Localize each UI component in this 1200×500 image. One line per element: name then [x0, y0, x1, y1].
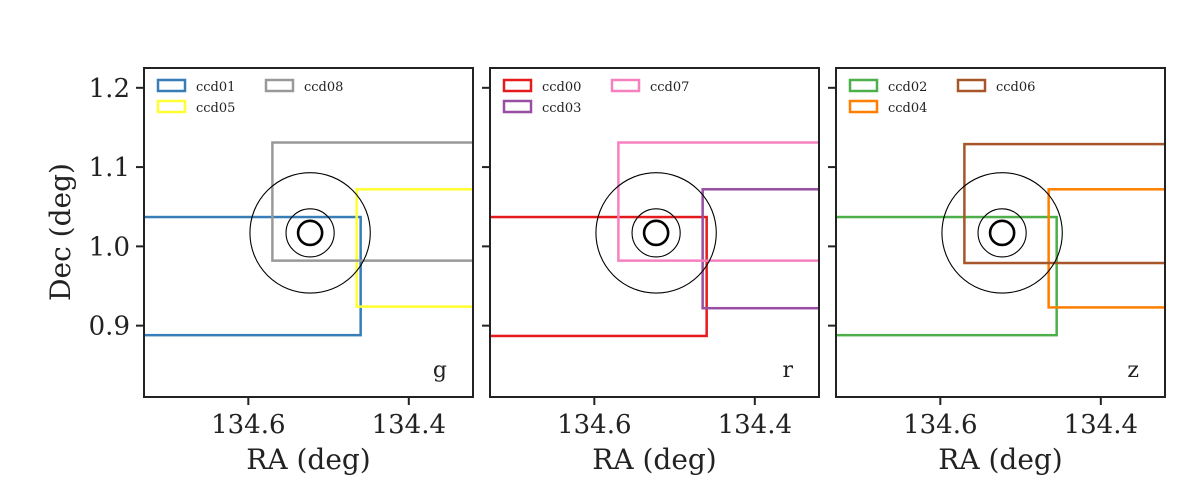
y-tick-label: 0.9	[89, 312, 130, 342]
target-circle-2	[631, 208, 681, 258]
legend-swatch	[264, 78, 295, 93]
y-tick-label: 1.0	[89, 232, 130, 262]
legend-item-ccd04: ccd04	[848, 99, 927, 116]
band-label: z	[1127, 358, 1139, 383]
axes-frame	[489, 67, 820, 398]
legend-swatch	[848, 78, 879, 93]
legend-item-ccd01: ccd01	[156, 78, 235, 95]
y-tick-label: 1.1	[89, 153, 130, 183]
legend-label: ccd00	[542, 80, 581, 95]
ccd-outline-ccd02	[836, 215, 1058, 337]
target-circle-1	[296, 219, 324, 247]
ccd-outline-ccd08	[271, 141, 473, 262]
legend-item-ccd02: ccd02	[848, 78, 927, 95]
legend-swatch	[502, 78, 533, 93]
x-tick-label: 134.4	[1064, 410, 1138, 440]
x-axis-title: RA (deg)	[938, 443, 1062, 476]
plot-area	[490, 141, 819, 338]
ccd-outline-ccd00	[490, 215, 708, 338]
legend: ccd01 ccd05 ccd08	[156, 78, 343, 116]
axes-frame	[143, 67, 474, 398]
target-circle-3	[595, 172, 717, 294]
panel-z: 134.6 134.4RA (deg) ccd02 ccd04 ccd06 z	[828, 67, 1166, 476]
band-label: r	[782, 358, 793, 383]
legend-label: ccd06	[996, 80, 1035, 95]
ccd-outline-ccd06	[963, 142, 1165, 265]
x-tick-label: 134.6	[211, 410, 285, 440]
panel-r: 134.6 134.4RA (deg) ccd00 ccd03 ccd07 r	[482, 67, 820, 476]
legend-item-ccd00: ccd00	[502, 78, 581, 95]
axes-frame	[835, 67, 1166, 398]
legend-swatch	[956, 78, 987, 93]
legend: ccd02 ccd04 ccd06	[848, 78, 1035, 116]
band-label: g	[433, 358, 447, 383]
legend-item-ccd07: ccd07	[610, 78, 689, 95]
target-circle-2	[285, 208, 335, 258]
x-tick-label: 134.6	[903, 410, 977, 440]
target-circle-3	[941, 172, 1063, 294]
y-axis-title: Dec (deg)	[44, 163, 77, 301]
legend-item-ccd08: ccd08	[264, 78, 343, 95]
x-axis-title: RA (deg)	[592, 443, 716, 476]
x-tick-label: 134.4	[372, 410, 446, 440]
panel-g: 134.6 134.4RA (deg) 0.9 1.0 1.1 1.2 ccd01 ccd05…	[89, 67, 474, 476]
legend-swatch	[610, 78, 641, 93]
x-tick-label: 134.6	[557, 410, 631, 440]
ccd-outline-ccd01	[144, 215, 362, 337]
legend-label: ccd07	[650, 80, 689, 95]
legend-label: ccd04	[888, 101, 927, 116]
legend-swatch	[156, 78, 187, 93]
ccd-outline-ccd03	[701, 188, 819, 310]
legend: ccd00 ccd03 ccd07	[502, 78, 689, 116]
legend-item-ccd03: ccd03	[502, 99, 581, 116]
legend-swatch	[848, 99, 879, 114]
target-circle-2	[977, 208, 1027, 258]
target-circle-3	[249, 172, 371, 294]
x-tick-label: 134.4	[718, 410, 792, 440]
legend-swatch	[156, 99, 187, 114]
ccd-outline-ccd07	[617, 141, 819, 262]
target-circle-1	[642, 219, 670, 247]
ccd-outline-ccd04	[1047, 188, 1165, 309]
legend-item-ccd05: ccd05	[156, 99, 235, 116]
legend-label: ccd01	[196, 80, 235, 95]
legend-label: ccd08	[304, 80, 343, 95]
x-axis-title: RA (deg)	[246, 443, 370, 476]
plot-area	[836, 142, 1165, 337]
ccd-outline-ccd05	[355, 188, 473, 308]
target-circle-1	[988, 219, 1016, 247]
legend-label: ccd02	[888, 80, 927, 95]
legend-item-ccd06: ccd06	[956, 78, 1035, 95]
y-tick-label: 1.2	[89, 74, 130, 104]
legend-swatch	[502, 99, 533, 114]
plot-area	[144, 141, 473, 337]
legend-label: ccd05	[196, 101, 235, 116]
legend-label: ccd03	[542, 101, 581, 116]
